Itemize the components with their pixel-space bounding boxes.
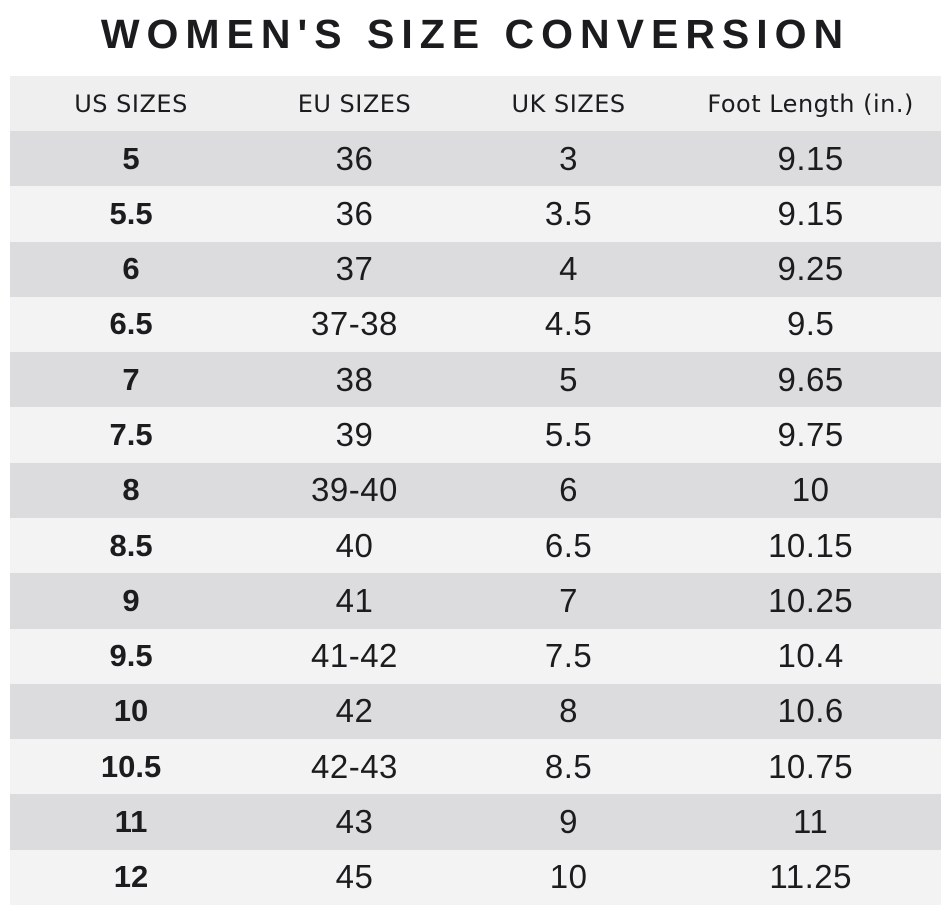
cell-eu-size: 37 xyxy=(335,250,374,288)
cell-uk-size: 5.5 xyxy=(544,416,593,454)
cell-foot-length: 10.6 xyxy=(777,692,844,730)
cell-uk-size: 3 xyxy=(559,139,578,177)
table-header-row: US SIZES EU SIZES UK SIZES Foot Length (… xyxy=(10,76,941,131)
table-row: 9.5 41-42 7.5 10.4 xyxy=(10,628,941,684)
table-row: 10.5 42-43 8.5 10.75 xyxy=(10,739,941,795)
column-header-uk-sizes: UK SIZES xyxy=(511,89,626,118)
cell-eu-size: 39-40 xyxy=(311,471,398,509)
cell-eu-size: 42 xyxy=(335,692,374,730)
cell-eu-size: 45 xyxy=(335,858,374,896)
table-body: 5 36 3 9.15 5.5 36 3.5 9.15 6 37 4 9.25 6.5 37-38 4.5 9… xyxy=(10,131,941,905)
cell-foot-length: 10.75 xyxy=(768,747,854,785)
cell-uk-size: 6 xyxy=(559,471,578,509)
cell-uk-size: 8.5 xyxy=(544,747,593,785)
cell-eu-size: 43 xyxy=(335,803,374,841)
cell-us-size: 10.5 xyxy=(100,748,162,784)
cell-uk-size: 3.5 xyxy=(544,194,593,232)
cell-eu-size: 41 xyxy=(335,581,374,619)
cell-foot-length: 10.15 xyxy=(768,526,854,564)
cell-uk-size: 5 xyxy=(559,360,578,398)
size-conversion-table: US SIZES EU SIZES UK SIZES Foot Length (… xyxy=(10,76,941,905)
cell-uk-size: 4.5 xyxy=(544,305,593,343)
cell-uk-size: 8 xyxy=(559,692,578,730)
table-row: 10 42 8 10.6 xyxy=(10,683,941,740)
cell-foot-length: 11.25 xyxy=(769,858,852,896)
cell-uk-size: 7 xyxy=(559,581,578,619)
table-row: 6 37 4 9.25 xyxy=(10,241,941,297)
table-row: 5 36 3 9.15 xyxy=(10,131,941,187)
cell-uk-size: 7.5 xyxy=(544,637,593,675)
cell-foot-length: 9.65 xyxy=(777,360,844,398)
cell-us-size: 7 xyxy=(122,361,140,397)
cell-foot-length: 9.15 xyxy=(777,139,844,177)
column-header-eu-sizes: EU SIZES xyxy=(297,89,412,118)
cell-foot-length: 10.25 xyxy=(768,581,854,619)
cell-eu-size: 36 xyxy=(335,139,374,177)
table-row: 12 45 10 11.25 xyxy=(10,849,941,905)
cell-us-size: 7.5 xyxy=(109,417,153,453)
cell-foot-length: 10.4 xyxy=(777,637,844,675)
page-title: WOMEN'S SIZE CONVERSION xyxy=(100,11,851,57)
cell-eu-size: 42-43 xyxy=(311,747,398,785)
column-header-foot-length: Foot Length (in.) xyxy=(707,89,914,118)
cell-us-size: 9.5 xyxy=(109,638,153,674)
cell-foot-length: 9.5 xyxy=(786,305,835,343)
cell-us-size: 6.5 xyxy=(109,306,153,342)
cell-us-size: 12 xyxy=(113,859,149,895)
cell-foot-length: 10 xyxy=(791,471,830,509)
cell-uk-size: 9 xyxy=(559,803,578,841)
cell-eu-size: 39 xyxy=(335,416,374,454)
cell-foot-length: 9.75 xyxy=(777,416,844,454)
cell-us-size: 10 xyxy=(113,693,149,729)
cell-eu-size: 40 xyxy=(335,526,374,564)
cell-us-size: 9 xyxy=(122,582,140,618)
cell-foot-length: 9.25 xyxy=(777,250,844,288)
cell-eu-size: 37-38 xyxy=(311,305,398,343)
cell-foot-length: 11 xyxy=(793,803,829,841)
cell-foot-length: 9.15 xyxy=(777,194,844,232)
cell-us-size: 8 xyxy=(122,472,140,508)
table-row: 7 38 5 9.65 xyxy=(10,352,941,408)
cell-eu-size: 41-42 xyxy=(311,637,398,675)
column-header-us-sizes: US SIZES xyxy=(74,89,188,118)
cell-uk-size: 10 xyxy=(549,858,588,896)
table-row: 5.5 36 3.5 9.15 xyxy=(10,186,941,242)
table-row: 8 39-40 6 10 xyxy=(10,462,941,518)
cell-uk-size: 4 xyxy=(559,250,578,288)
table-row: 9 41 7 10.25 xyxy=(10,573,941,629)
cell-eu-size: 38 xyxy=(335,360,374,398)
table-row: 8.5 40 6.5 10.15 xyxy=(10,517,941,574)
cell-eu-size: 36 xyxy=(335,194,374,232)
table-row: 11 43 9 11 xyxy=(10,794,941,850)
cell-us-size: 6 xyxy=(122,251,140,287)
cell-us-size: 11 xyxy=(114,804,148,840)
cell-us-size: 5 xyxy=(122,140,140,176)
cell-uk-size: 6.5 xyxy=(544,526,593,564)
cell-us-size: 5.5 xyxy=(109,195,153,231)
table-row: 7.5 39 5.5 9.75 xyxy=(10,407,941,463)
table-row: 6.5 37-38 4.5 9.5 xyxy=(10,296,941,353)
cell-us-size: 8.5 xyxy=(109,527,153,563)
